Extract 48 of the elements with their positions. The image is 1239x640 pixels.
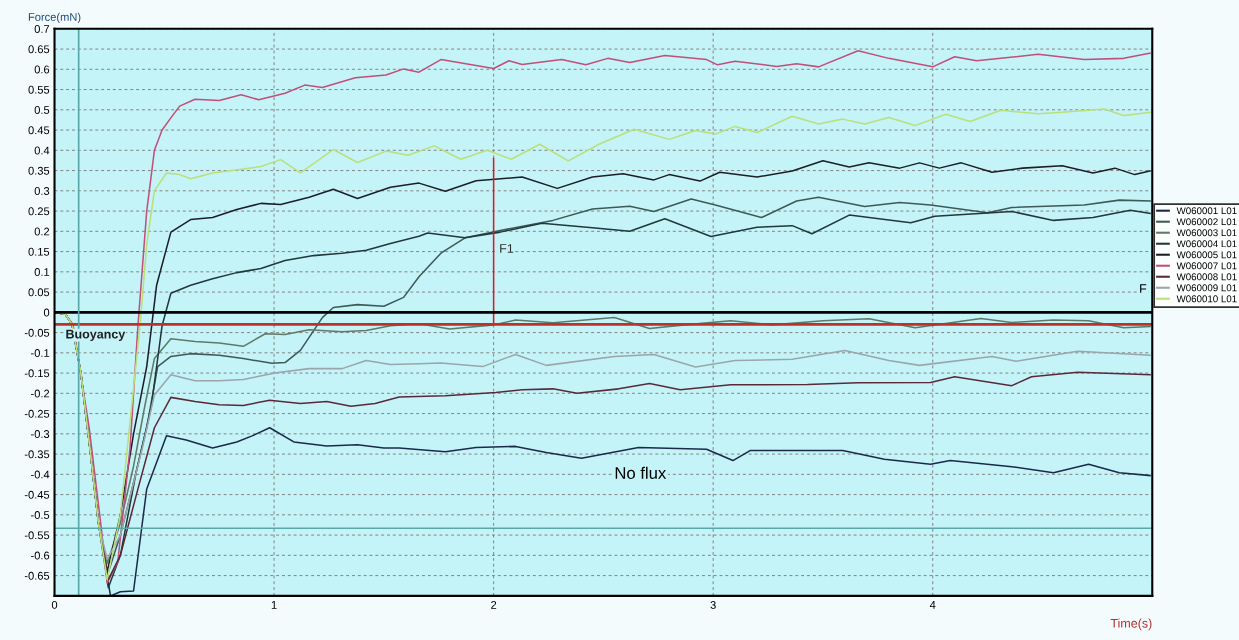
legend-label: W060003 L01 (1176, 229, 1237, 237)
legend-label: W060002 L01 (1176, 218, 1237, 226)
annotation: F1 (500, 244, 514, 253)
y-tick-label: 0.4 (34, 146, 50, 155)
annotation: F (1140, 284, 1147, 293)
y-tick-label: -0.1 (31, 349, 50, 357)
y-tick-label: 0.6 (34, 65, 50, 74)
y-tick-label: 0.15 (28, 247, 50, 256)
x-tick-label: 2 (491, 600, 497, 609)
legend-label: W060009 L01 (1176, 284, 1237, 292)
y-tick-label: 0.2 (34, 227, 50, 236)
y-tick-label: -0.65 (24, 571, 50, 580)
y-tick-label: -0.45 (24, 490, 50, 499)
legend-label: W060007 L01 (1176, 262, 1237, 270)
x-tick-label: 3 (710, 600, 716, 609)
y-tick-label: -0.6 (31, 551, 50, 560)
y-tick-label: -0.05 (24, 328, 50, 337)
ref-line-label: Buoyancy (66, 329, 126, 341)
y-tick-label: 0.35 (28, 166, 50, 175)
x-tick-label: 0 (51, 600, 58, 609)
y-tick-label: -0.25 (24, 409, 50, 418)
y-tick-label: 0.25 (28, 207, 50, 216)
x-axis-title: Time(s) (1110, 618, 1152, 631)
y-axis-title: Force(mN) (28, 12, 81, 24)
y-tick-label: -0.5 (31, 511, 50, 519)
y-tick-label: 0 (43, 308, 50, 317)
y-tick-label: 0.1 (34, 268, 50, 276)
y-tick-label: 0.45 (28, 126, 50, 135)
legend-label: W060005 L01 (1176, 251, 1237, 259)
y-tick-label: 0.7 (34, 25, 50, 33)
x-tick-label: 1 (271, 601, 277, 609)
y-tick-label: -0.2 (31, 389, 50, 398)
y-tick-label: -0.3 (31, 430, 50, 438)
legend-label: W060004 L01 (1176, 240, 1237, 248)
y-tick-label: -0.55 (24, 531, 50, 540)
annotation: No flux (615, 466, 667, 479)
y-tick-label: 0.05 (28, 288, 50, 297)
y-tick-label: -0.15 (24, 369, 50, 378)
legend-label: W060008 L01 (1176, 273, 1237, 281)
y-tick-label: 0.3 (34, 187, 50, 195)
y-tick-label: 0.55 (28, 85, 50, 94)
y-tick-label: 0.65 (28, 45, 50, 54)
legend-label: W060010 L01 (1176, 295, 1237, 303)
y-tick-label: -0.4 (31, 470, 50, 479)
legend-label: W060001 L01 (1176, 207, 1237, 215)
y-tick-label: -0.35 (24, 450, 50, 459)
y-tick-label: 0.5 (34, 106, 50, 114)
x-tick-label: 4 (929, 601, 936, 609)
